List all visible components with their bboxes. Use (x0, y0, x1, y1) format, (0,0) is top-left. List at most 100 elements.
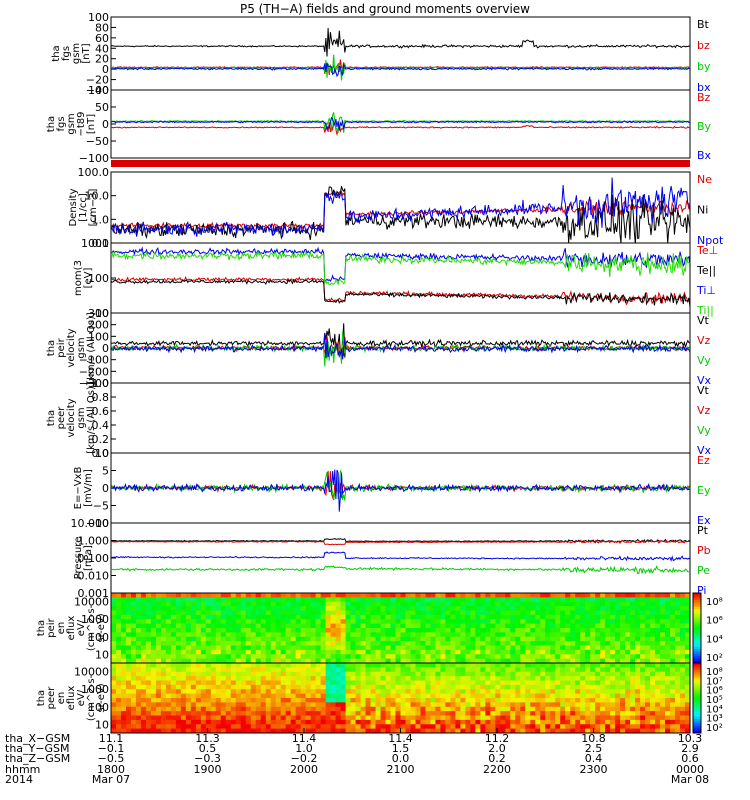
heatmap-cell (670, 614, 676, 620)
heatmap-cell (445, 689, 451, 695)
heatmap-cell (120, 671, 127, 677)
heatmap-cell (235, 593, 242, 598)
heatmap-cell (685, 693, 691, 699)
heatmap-cell (565, 715, 571, 721)
heatmap-cell (535, 614, 541, 620)
heatmap-cell (440, 719, 446, 725)
heatmap-cell (190, 654, 197, 660)
heatmap-cell (305, 663, 312, 668)
heatmap-cell (665, 645, 671, 651)
heatmap-cell (520, 606, 526, 611)
heatmap-cell (210, 658, 217, 664)
heatmap-cell (470, 724, 476, 730)
heatmap-cell (515, 636, 521, 642)
heatmap-cell (245, 667, 252, 673)
heatmap-cell (415, 667, 421, 673)
heatmap-cell (330, 680, 337, 686)
heatmap-cell (240, 698, 247, 703)
heatmap-cell (555, 619, 561, 625)
heatmap-cell (175, 689, 182, 695)
heatmap-cell (230, 619, 237, 625)
heatmap-cell (635, 645, 641, 651)
heatmap-cell (240, 658, 247, 664)
heatmap-cell (205, 641, 212, 646)
heatmap-cell (675, 632, 681, 638)
heatmap-cell (445, 658, 451, 664)
heatmap-cell (465, 658, 471, 664)
heatmap-cell (150, 636, 157, 642)
heatmap-cell (160, 601, 167, 607)
heatmap-cell (220, 711, 227, 716)
heatmap-cell (155, 641, 162, 646)
heatmap-cell (230, 593, 237, 598)
heatmap-cell (280, 684, 287, 690)
heatmap-cell (290, 593, 297, 598)
heatmap-cell (465, 693, 471, 699)
heatmap-cell (495, 667, 501, 673)
heatmap-cell (660, 619, 666, 625)
heatmap-cell (610, 719, 616, 725)
heatmap-cell (240, 601, 247, 607)
heatmap-cell (390, 663, 397, 668)
heatmap-cell (230, 715, 237, 721)
heatmap-cell (445, 649, 451, 655)
heatmap-cell (540, 619, 546, 625)
heatmap-cell (120, 628, 127, 633)
heatmap-cell (255, 702, 262, 708)
heatmap-cell (315, 667, 322, 673)
heatmap-cell (340, 724, 347, 730)
heatmap-cell (250, 641, 257, 646)
heatmap-cell (610, 693, 616, 699)
heatmap-cell (665, 724, 671, 730)
heatmap-cell (200, 628, 207, 633)
y-tick-label: 100 (88, 84, 109, 97)
heatmap-cell (270, 597, 277, 603)
heatmap-cell (355, 610, 362, 616)
heatmap-cell (610, 654, 616, 660)
heatmap-cell (275, 680, 282, 686)
heatmap-cell (400, 610, 406, 616)
heatmap-cell (420, 667, 426, 673)
heatmap-cell (670, 676, 676, 681)
heatmap-cell (305, 671, 312, 677)
heatmap-cell (455, 601, 461, 607)
heatmap-cell (400, 667, 406, 673)
heatmap-cell (265, 724, 272, 730)
heatmap-cell (570, 702, 576, 708)
heatmap-cell (620, 593, 626, 598)
heatmap-cell (485, 719, 491, 725)
colorbar-cell (693, 702, 701, 706)
heatmap-cell (295, 649, 302, 655)
heatmap-cell (465, 698, 471, 703)
heatmap-cell (430, 684, 436, 690)
heatmap-cell (285, 632, 292, 638)
heatmap-cell (200, 676, 207, 681)
heatmap-cell (440, 658, 446, 664)
heatmap-cell (565, 719, 571, 725)
heatmap-cell (425, 693, 431, 699)
heatmap-cell (330, 724, 337, 730)
heatmap-cell (400, 649, 406, 655)
heatmap-cell (320, 671, 327, 677)
heatmap-cell (560, 610, 566, 616)
heatmap-cell (535, 632, 541, 638)
heatmap-cell (655, 601, 661, 607)
heatmap-cell (345, 698, 352, 703)
heatmap-cell (550, 693, 556, 699)
heatmap-cell (530, 676, 536, 681)
series-line-bx (111, 62, 690, 78)
heatmap-cell (485, 680, 491, 686)
heatmap-cell (265, 715, 272, 721)
heatmap-cell (605, 597, 611, 603)
heatmap-cell (295, 593, 302, 598)
heatmap-cell (450, 628, 456, 633)
heatmap-cell (260, 610, 267, 616)
heatmap-cell (115, 645, 122, 651)
heatmap-cell (365, 724, 372, 730)
colorbar-cell (693, 684, 701, 687)
heatmap-cell (425, 601, 431, 607)
heatmap-cell (605, 671, 611, 677)
heatmap-cell (111, 689, 117, 695)
heatmap-cell (570, 654, 576, 660)
heatmap-cell (680, 724, 686, 730)
